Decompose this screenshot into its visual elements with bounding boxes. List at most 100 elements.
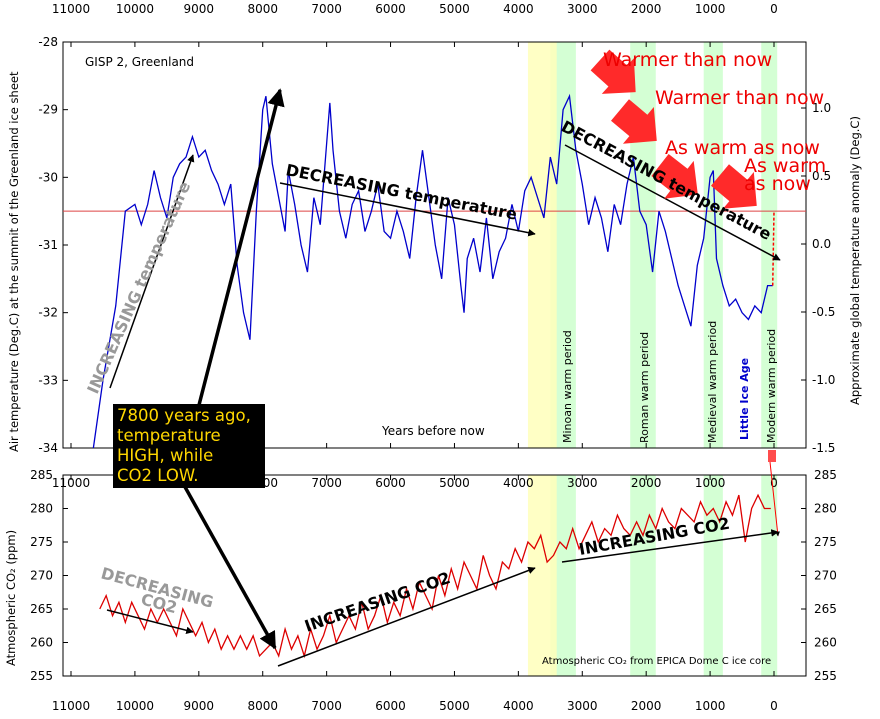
co2-tick-label: 270	[814, 569, 837, 583]
y2-tick-label: 0.5	[812, 169, 831, 183]
y-tick-label: -31	[38, 238, 58, 252]
co2-tick-label: 265	[30, 602, 53, 616]
x-tick-label: 4000	[503, 699, 534, 713]
x-tick-label: 3000	[567, 2, 598, 16]
increasing-co2-arrow-1	[277, 566, 536, 667]
x-tick-label: 4000	[503, 2, 534, 16]
decreasing-temp-arrow-1	[279, 182, 536, 237]
low-co2-arrow	[178, 477, 277, 650]
co2-tick-label: 255	[30, 669, 53, 683]
x-tick-label: 4000	[503, 476, 534, 490]
co2-source-label: Atmospheric CO₂ from EPICA Dome C ice co…	[542, 656, 771, 667]
aswarm-arrow-1	[651, 153, 698, 199]
x-tick-label: 5000	[439, 699, 470, 713]
x-tick-label: 1000	[695, 699, 726, 713]
temperature-y-ticks: -34 -33 -32 -31 -30 -29 -28	[38, 35, 68, 455]
y2-tick-label: -1.5	[812, 441, 835, 455]
x-tick-label: 7000	[311, 699, 342, 713]
co2-tick-label: 270	[30, 569, 53, 583]
x-tick-label: 6000	[375, 476, 406, 490]
modern-marker	[768, 450, 776, 462]
y-tick-label: -34	[38, 441, 58, 455]
temperature-axis-title: Air temperature (Deg.C) at the summit of…	[7, 71, 21, 452]
x-tick-label: 10000	[116, 699, 154, 713]
warmer-arrow-1	[590, 49, 636, 94]
shade-bottom-4	[761, 475, 778, 676]
x-tick-label: 8000	[247, 2, 278, 16]
x-tick-label: 3000	[567, 476, 598, 490]
co2-tick-label: 280	[814, 502, 837, 516]
x-tick-label: 6000	[375, 699, 406, 713]
co2-tick-label: 275	[814, 535, 837, 549]
y2-tick-label: -1.0	[812, 373, 835, 387]
callout-line-1: 7800 years ago,	[117, 406, 251, 425]
y-tick-label: -29	[38, 103, 58, 117]
warm-period-shading	[527, 42, 778, 676]
little-ice-age-label: Little Ice Age	[738, 358, 751, 440]
x-tick-label: 3000	[567, 699, 598, 713]
increasing-co2-arrow-2	[561, 529, 779, 563]
x-tick-label: 1000	[695, 2, 726, 16]
warmer-label-1: Warmer than now	[603, 49, 772, 71]
co2-series	[99, 493, 771, 659]
anomaly-axis-title: Approximate global temperature anomaly (…	[848, 116, 862, 405]
x-axis-ticks-bottom: 11000 10000 9000 8000 7000 6000 5000 4000 3000 20…	[52, 671, 778, 713]
callout-line-3: HIGH, while	[117, 446, 214, 465]
x-tick-label: 6000	[375, 2, 406, 16]
x-tick-label: 0	[770, 2, 778, 16]
modern-period-label: Modern warm period	[765, 329, 778, 443]
shade-bottom-1	[630, 475, 656, 676]
y2-tick-label: 0.0	[812, 237, 831, 251]
x-tick-label: 10000	[116, 2, 154, 16]
shade-top-2	[703, 42, 723, 448]
peak-temp-arrow	[188, 88, 285, 441]
aswarm-label-1: As warm as now	[665, 137, 820, 159]
co2-tick-label: 260	[30, 636, 53, 650]
co2-y-ticks-right: 255 260 265 270 275 280 285	[801, 468, 837, 683]
shade-top-5	[527, 42, 557, 448]
decreasing-temp-label-1: DECREASING temperature	[284, 160, 519, 224]
co2-tick-label: 260	[814, 636, 837, 650]
y-tick-label: -32	[38, 306, 58, 320]
y-tick-label: -33	[38, 373, 58, 387]
x-tick-label: 0	[770, 699, 778, 713]
anomaly-y-ticks: -1.5 -1.0 -0.5 0.0 0.5 1.0	[801, 101, 835, 455]
co2-tick-label: 285	[814, 468, 837, 482]
minoan-period-label: Minoan warm period	[561, 330, 574, 443]
callout-line-2: temperature	[117, 426, 221, 445]
shade-top-4	[761, 42, 778, 448]
medieval-period-label: Medieval warm period	[706, 321, 719, 443]
x-tick-label: 2000	[631, 699, 662, 713]
gisp2-title: GISP 2, Greenland	[85, 55, 194, 69]
y-tick-label: -28	[38, 35, 58, 49]
co2-tick-label: 275	[30, 535, 53, 549]
x-tick-label: 9000	[184, 2, 215, 16]
x-tick-label: 11000	[52, 699, 90, 713]
decreasing-co2-arrow	[106, 609, 194, 634]
warmer-arrow-2	[611, 99, 657, 144]
co2-axis-title: Atmospheric CO₂ (ppm)	[4, 530, 18, 666]
x-tick-label: 2000	[631, 2, 662, 16]
link-arrow-red	[769, 461, 781, 537]
x-tick-label: 11000	[52, 2, 90, 16]
increasing-co2-label-1: INCREASING CO2	[302, 568, 453, 636]
x-tick-label: 5000	[439, 2, 470, 16]
x-tick-label: 8000	[247, 699, 278, 713]
shade-bottom-2	[703, 475, 723, 676]
aswarm-label-2b: as now	[744, 173, 811, 195]
x-tick-label: 11000	[52, 476, 90, 490]
years-before-now-label: Years before now	[381, 424, 485, 438]
x-tick-label: 2000	[631, 476, 662, 490]
temperature-series	[92, 93, 773, 449]
x-tick-label: 7000	[311, 2, 342, 16]
roman-period-label: Roman warm period	[638, 332, 651, 443]
y2-tick-label: 1.0	[812, 101, 831, 115]
aswarm-arrow-2	[711, 164, 757, 209]
temperature-extension-series	[771, 211, 775, 286]
shade-bottom-5	[527, 475, 557, 676]
callout-line-4: CO2 LOW.	[117, 466, 199, 485]
x-tick-label: 9000	[184, 699, 215, 713]
x-tick-label: 7000	[311, 476, 342, 490]
co2-tick-label: 255	[814, 669, 837, 683]
